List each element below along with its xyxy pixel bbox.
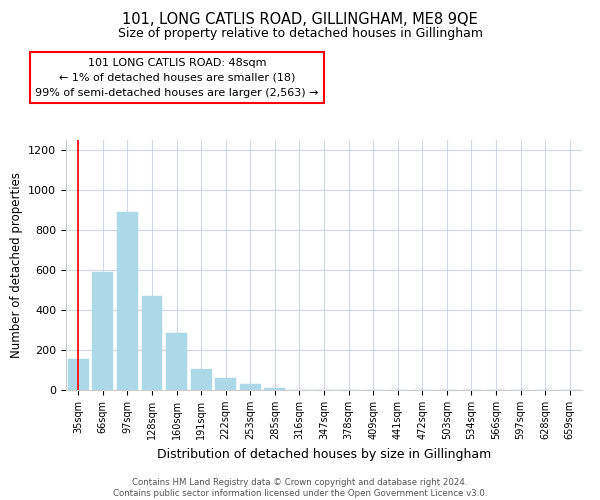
Text: Size of property relative to detached houses in Gillingham: Size of property relative to detached ho… (118, 28, 482, 40)
Text: Contains HM Land Registry data © Crown copyright and database right 2024.
Contai: Contains HM Land Registry data © Crown c… (113, 478, 487, 498)
Y-axis label: Number of detached properties: Number of detached properties (10, 172, 23, 358)
Bar (142, 296, 163, 390)
Bar (215, 378, 236, 390)
X-axis label: Distribution of detached houses by size in Gillingham: Distribution of detached houses by size … (157, 448, 491, 460)
Bar (68, 359, 89, 390)
Bar (191, 369, 212, 390)
Bar (92, 272, 113, 390)
Bar (166, 333, 187, 390)
Bar (265, 388, 286, 390)
Text: 101 LONG CATLIS ROAD: 48sqm
← 1% of detached houses are smaller (18)
99% of semi: 101 LONG CATLIS ROAD: 48sqm ← 1% of deta… (35, 58, 319, 98)
Text: 101, LONG CATLIS ROAD, GILLINGHAM, ME8 9QE: 101, LONG CATLIS ROAD, GILLINGHAM, ME8 9… (122, 12, 478, 28)
Bar (240, 384, 261, 390)
Bar (117, 212, 138, 390)
